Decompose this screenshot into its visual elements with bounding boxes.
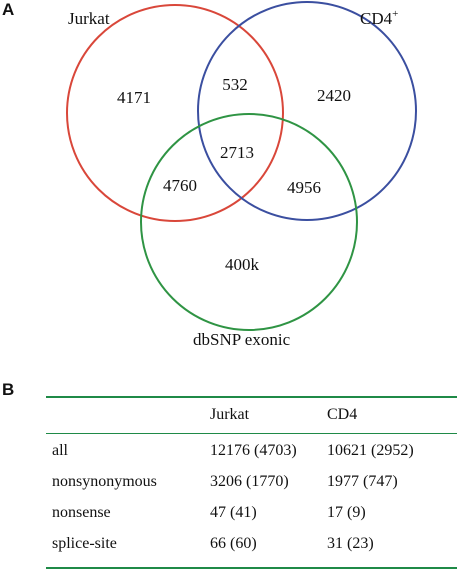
- dbsnp-set-label: dbSNP exonic: [193, 330, 291, 349]
- cd4-set-label: CD4+: [360, 8, 398, 28]
- region-all-three: 2713: [220, 143, 254, 162]
- jurkat-value: 47 (41): [210, 504, 257, 521]
- row-label: all: [52, 442, 68, 459]
- jurkat-value: 3206 (1770): [210, 473, 289, 490]
- table-header-row: Jurkat CD4: [46, 406, 457, 430]
- cd4-value: 17 (9): [327, 504, 366, 521]
- venn-diagram: Jurkat CD4+ dbSNP exonic 4171 532 2420 2…: [66, 1, 417, 349]
- cd4-circle: [197, 1, 417, 221]
- panel-a-label: A: [2, 0, 15, 19]
- table-bottom-rule: [46, 567, 457, 569]
- dbsnp-circle: [140, 113, 358, 331]
- cd4-value: 31 (23): [327, 535, 374, 552]
- region-cd4-only: 2420: [317, 86, 351, 105]
- table-top-rule: [46, 396, 457, 398]
- cd4-value: 1977 (747): [327, 473, 398, 490]
- jurkat-value: 66 (60): [210, 535, 257, 552]
- table-row: nonsense 47 (41) 17 (9): [46, 504, 457, 528]
- header-jurkat: Jurkat: [210, 406, 250, 423]
- row-label: nonsynonymous: [52, 473, 157, 490]
- region-jurkat-cd4: 532: [222, 75, 248, 94]
- region-jurkat-only: 4171: [117, 88, 151, 107]
- panel-b-label: B: [2, 380, 15, 399]
- table-row: nonsynonymous 3206 (1770) 1977 (747): [46, 473, 457, 497]
- jurkat-circle: [66, 4, 284, 222]
- table-row: all 12176 (4703) 10621 (2952): [46, 442, 457, 466]
- region-jurkat-dbsnp: 4760: [163, 176, 197, 195]
- jurkat-value: 12176 (4703): [210, 442, 297, 459]
- cd4-value: 10621 (2952): [327, 442, 414, 459]
- region-dbsnp-only: 400k: [225, 255, 260, 274]
- jurkat-set-label: Jurkat: [68, 9, 110, 28]
- row-label: nonsense: [52, 504, 111, 521]
- table-header-rule: [46, 433, 457, 434]
- table-row: splice-site 66 (60) 31 (23): [46, 535, 457, 559]
- region-cd4-dbsnp: 4956: [287, 178, 321, 197]
- row-label: splice-site: [52, 535, 117, 552]
- header-cd4: CD4: [327, 406, 358, 423]
